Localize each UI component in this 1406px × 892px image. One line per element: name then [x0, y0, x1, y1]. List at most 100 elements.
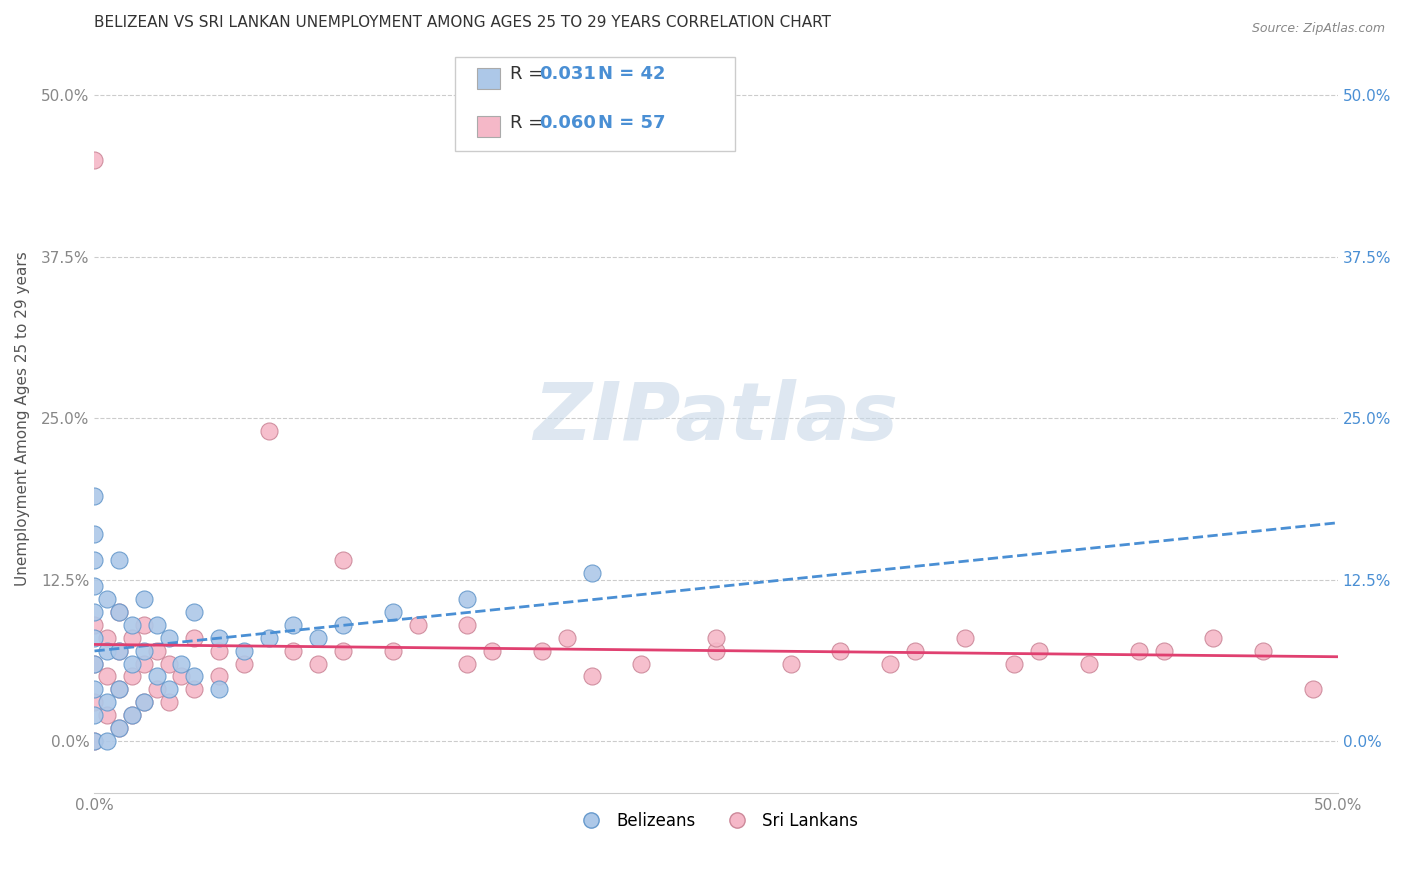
Point: [555, 631, 578, 645]
Point: [108, 643, 131, 657]
Point: [283, 617, 305, 632]
Point: [157, 631, 180, 645]
Point: [904, 643, 927, 657]
Point: [83, 657, 105, 671]
Point: [456, 617, 478, 632]
Text: N = 57: N = 57: [598, 114, 665, 132]
Point: [145, 617, 167, 632]
Point: [134, 617, 156, 632]
Point: [134, 657, 156, 671]
Point: [704, 643, 727, 657]
Point: [121, 657, 143, 671]
Point: [208, 631, 231, 645]
Point: [283, 643, 305, 657]
Point: [1002, 657, 1025, 671]
Point: [381, 605, 404, 619]
Point: [183, 605, 205, 619]
FancyBboxPatch shape: [478, 116, 499, 136]
Point: [83, 708, 105, 723]
Point: [83, 553, 105, 567]
Point: [108, 605, 131, 619]
FancyBboxPatch shape: [478, 68, 499, 88]
Point: [83, 527, 105, 541]
Point: [83, 153, 105, 167]
Point: [121, 669, 143, 683]
Point: [108, 682, 131, 697]
Point: [83, 657, 105, 671]
Point: [581, 566, 603, 581]
Point: [183, 682, 205, 697]
Point: [208, 643, 231, 657]
Point: [134, 591, 156, 606]
Point: [456, 591, 478, 606]
Point: [83, 605, 105, 619]
Point: [96, 631, 118, 645]
Point: [145, 682, 167, 697]
Point: [704, 631, 727, 645]
Text: 0.031: 0.031: [540, 65, 596, 83]
Point: [121, 708, 143, 723]
Point: [953, 631, 976, 645]
Point: [108, 605, 131, 619]
Text: N = 42: N = 42: [598, 65, 665, 83]
Point: [183, 631, 205, 645]
Point: [121, 708, 143, 723]
Point: [1128, 643, 1150, 657]
Point: [83, 579, 105, 593]
Point: [96, 591, 118, 606]
Point: [332, 617, 354, 632]
Point: [830, 643, 852, 657]
Point: [307, 631, 329, 645]
Y-axis label: Unemployment Among Ages 25 to 29 years: Unemployment Among Ages 25 to 29 years: [15, 251, 30, 585]
Point: [157, 657, 180, 671]
Point: [1153, 643, 1175, 657]
Point: [96, 708, 118, 723]
Point: [83, 631, 105, 645]
Point: [108, 721, 131, 735]
Point: [83, 489, 105, 503]
Point: [1251, 643, 1274, 657]
Point: [332, 553, 354, 567]
Text: ZIPatlas: ZIPatlas: [533, 379, 898, 458]
Point: [1078, 657, 1101, 671]
Point: [332, 643, 354, 657]
Point: [83, 695, 105, 709]
Point: [83, 617, 105, 632]
Point: [108, 721, 131, 735]
Point: [83, 734, 105, 748]
Point: [134, 695, 156, 709]
Point: [381, 643, 404, 657]
Point: [307, 657, 329, 671]
Point: [530, 643, 553, 657]
Point: [208, 669, 231, 683]
Point: [134, 643, 156, 657]
Point: [257, 631, 280, 645]
Point: [108, 643, 131, 657]
Point: [96, 734, 118, 748]
Text: 0.060: 0.060: [540, 114, 596, 132]
Text: Source: ZipAtlas.com: Source: ZipAtlas.com: [1251, 22, 1385, 36]
Point: [157, 695, 180, 709]
Point: [96, 643, 118, 657]
Point: [630, 657, 652, 671]
Point: [170, 657, 193, 671]
Point: [170, 669, 193, 683]
Point: [406, 617, 429, 632]
Point: [83, 734, 105, 748]
Text: R =: R =: [510, 114, 543, 132]
Point: [1202, 631, 1225, 645]
Point: [157, 682, 180, 697]
Text: R =: R =: [510, 65, 543, 83]
Point: [121, 631, 143, 645]
Point: [456, 657, 478, 671]
Legend: Belizeans, Sri Lankans: Belizeans, Sri Lankans: [568, 805, 865, 837]
Point: [1302, 682, 1324, 697]
Point: [481, 643, 503, 657]
Point: [879, 657, 901, 671]
Point: [145, 669, 167, 683]
Point: [145, 643, 167, 657]
Point: [96, 669, 118, 683]
Text: BELIZEAN VS SRI LANKAN UNEMPLOYMENT AMONG AGES 25 TO 29 YEARS CORRELATION CHART: BELIZEAN VS SRI LANKAN UNEMPLOYMENT AMON…: [94, 15, 831, 30]
Point: [134, 695, 156, 709]
Point: [96, 695, 118, 709]
